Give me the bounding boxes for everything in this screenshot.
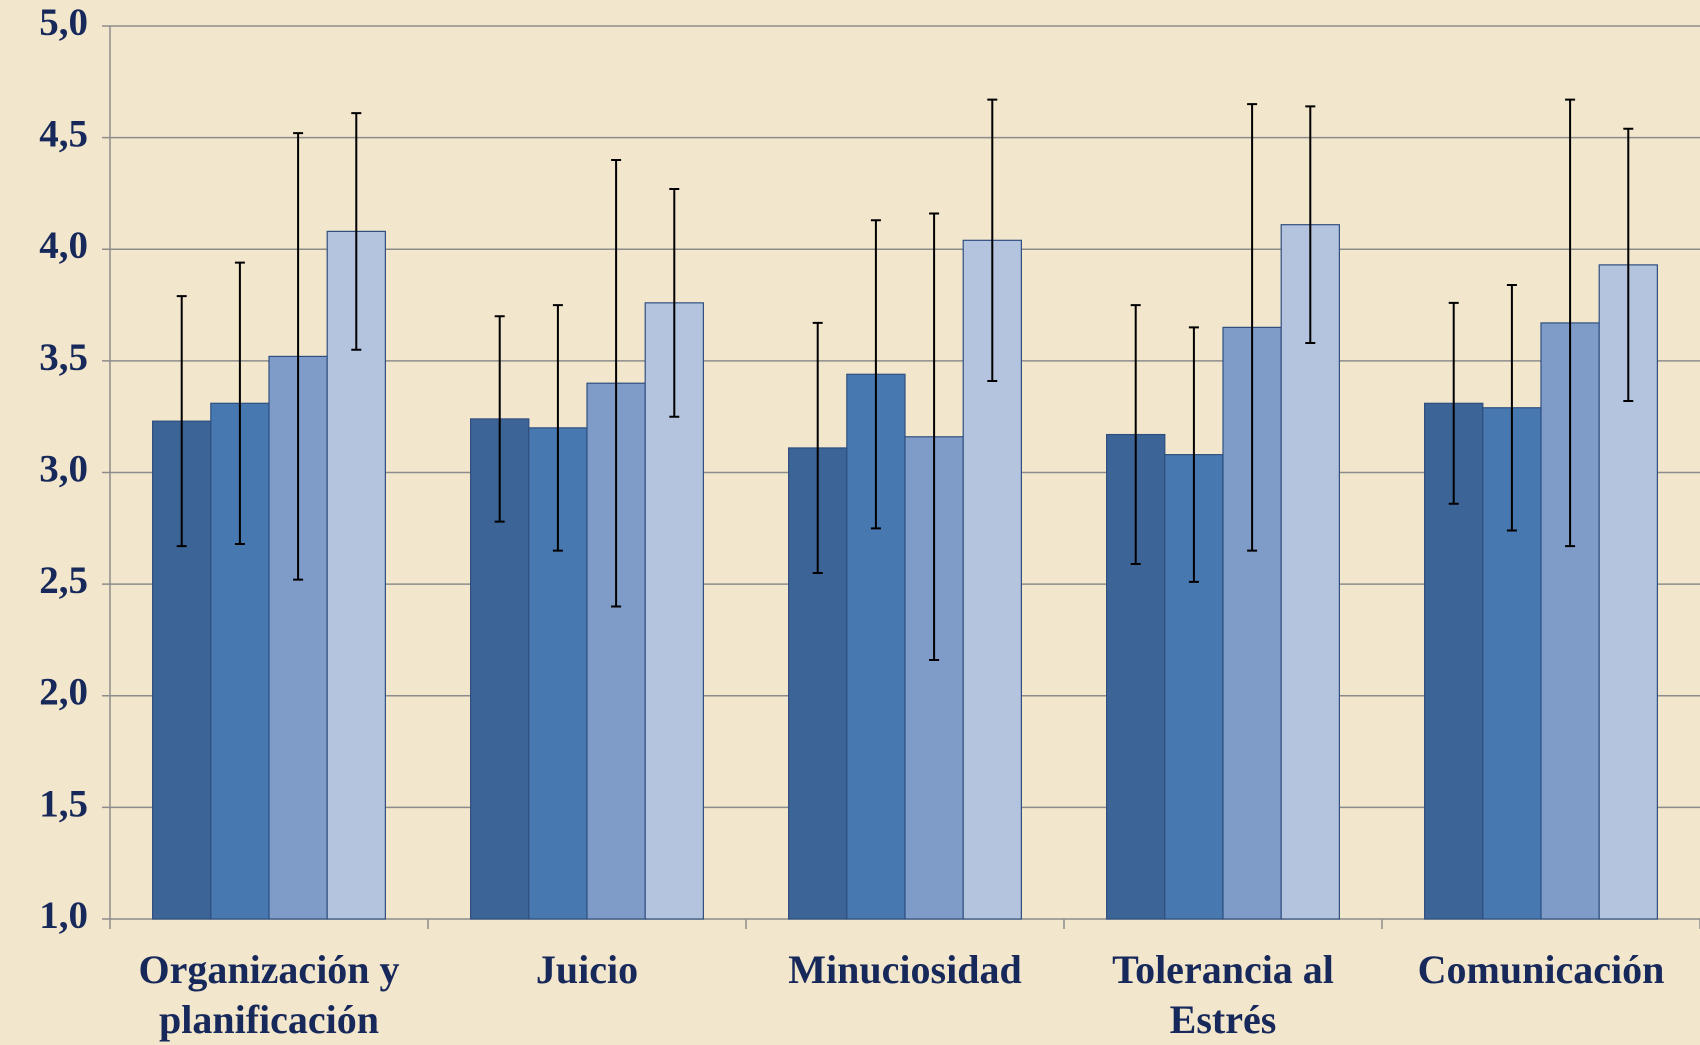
error-bar xyxy=(1130,304,1141,566)
error-bar xyxy=(1247,103,1258,552)
y-tick-label: 1,5 xyxy=(39,782,88,825)
error-bar xyxy=(929,212,940,662)
error-bar xyxy=(870,219,881,530)
error-bar xyxy=(1565,98,1576,548)
error-bar xyxy=(293,132,304,581)
error-bar xyxy=(1506,283,1517,532)
x-tick-label: Juicio xyxy=(535,947,639,992)
x-tick-label: Comunicación xyxy=(1417,947,1665,992)
y-tick-label: 2,5 xyxy=(39,559,88,602)
error-bar xyxy=(234,261,245,545)
y-tick-label: 4,0 xyxy=(39,224,88,267)
error-bar xyxy=(1305,105,1316,345)
y-tick-label: 3,0 xyxy=(39,447,88,490)
y-tick-label: 4,5 xyxy=(39,113,88,156)
x-tick-label: Tolerancia al Estrés xyxy=(1112,947,1334,1042)
error-bar xyxy=(987,98,998,382)
x-tick-label: Organización y planificación xyxy=(138,947,400,1042)
x-tick-label: Minuciosidad xyxy=(788,947,1022,992)
y-tick-label: 2,0 xyxy=(39,671,88,714)
y-tick-label: 1,0 xyxy=(39,894,88,937)
error-bar xyxy=(1623,127,1634,403)
error-bar xyxy=(669,187,680,418)
error-bar xyxy=(351,112,362,351)
error-bar xyxy=(176,295,187,548)
error-bar xyxy=(1188,326,1199,583)
error-bar xyxy=(1448,301,1459,505)
error-bar xyxy=(611,158,622,608)
y-tick-label: 5,0 xyxy=(39,1,88,44)
error-bar xyxy=(552,304,563,552)
error-bar xyxy=(494,315,505,523)
y-tick-label: 3,5 xyxy=(39,336,88,379)
error-bar xyxy=(812,321,823,574)
